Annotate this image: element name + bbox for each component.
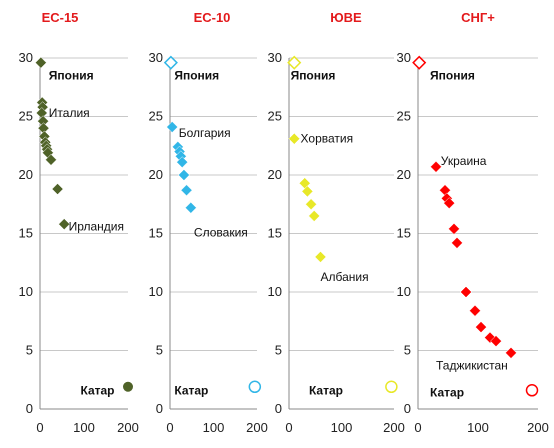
data-point [460,286,472,298]
y-tick-label: 5 [404,343,411,358]
x-tick-label: 200 [527,420,549,435]
data-point [123,381,133,392]
panel-2: ЕС-10 0 5 10 15 20 25 30 0 100 200 Япония Болгария Сл… [149,10,268,435]
x-tick-label: 200 [117,420,139,435]
y-tick-label: 20 [149,167,163,182]
x-tick-label: 100 [467,420,489,435]
data-point [308,210,321,222]
data-point [430,160,442,173]
y-tick-label: 20 [19,167,33,182]
data-point [525,384,539,397]
x-tick-label: 0 [414,420,421,435]
point-annotation: Болгария [179,126,231,140]
y-tick-label: 10 [149,284,163,299]
point-annotation: Катар [309,383,343,397]
point-annotation: Катар [80,383,114,397]
x-tick-label: 100 [331,420,353,435]
data-point [180,184,193,197]
y-tick-label: 5 [275,343,282,358]
point-annotation: Украина [441,154,487,168]
data-point [166,121,179,133]
y-tick-label: 0 [275,401,282,416]
panel-1: ЕС-15 0 5 10 15 20 25 30 0 100 200 Япония Италия Ирла… [19,10,139,435]
data-point [185,201,197,214]
y-tick-label: 5 [26,343,33,358]
data-point [51,183,64,195]
y-tick-label: 30 [149,50,163,65]
y-tick-label: 5 [156,343,163,358]
y-tick-label: 25 [149,109,163,124]
point-annotation: Япония [430,69,475,83]
data-point [448,222,460,235]
data-point [287,55,302,70]
y-tick-label: 15 [19,226,33,241]
x-tick-label: 0 [285,420,292,435]
data-point [490,335,502,347]
y-tick-label: 30 [19,50,33,65]
point-annotation: Катар [430,386,464,400]
y-tick-label: 20 [397,167,411,182]
y-tick-label: 30 [268,50,282,65]
data-point [35,56,47,69]
y-tick-label: 25 [268,109,282,124]
y-tick-label: 0 [404,401,411,416]
panel-4: СНГ+ 0 5 10 15 20 25 30 0 100 200 Япония Украина Тадж… [397,10,549,435]
point-annotation: Япония [174,69,219,83]
y-tick-label: 30 [397,50,411,65]
panel-title: ЕС-10 [194,10,231,25]
y-tick-label: 25 [397,109,411,124]
y-tick-label: 15 [397,226,411,241]
data-point [385,380,398,394]
point-annotation: Словакия [194,225,248,239]
data-point [288,132,301,145]
panel-3: ЮВЕ 0 5 10 15 20 25 30 0 100 200 Япония Хорватия Алба… [268,10,405,435]
panel-title: СНГ+ [461,10,495,25]
point-annotation: Япония [49,69,94,83]
data-point [505,346,517,359]
y-tick-label: 10 [268,284,282,299]
data-point [314,251,327,263]
x-tick-label: 200 [383,420,405,435]
data-point [443,197,456,209]
x-tick-label: 200 [246,420,268,435]
point-annotation: Ирландия [69,219,124,233]
data-point [475,321,487,333]
panel-title: ЕС-15 [42,10,79,25]
y-tick-label: 25 [19,109,33,124]
y-tick-label: 10 [397,284,411,299]
y-tick-label: 0 [156,401,163,416]
data-point [58,218,71,230]
x-tick-label: 100 [73,420,95,435]
point-annotation: Албания [321,270,369,284]
data-point [163,55,178,70]
data-point [469,304,481,317]
y-tick-label: 15 [268,226,282,241]
y-tick-label: 15 [149,226,163,241]
data-point [439,184,451,197]
point-annotation: Таджикистан [436,359,508,373]
point-annotation: Катар [174,383,208,397]
x-tick-label: 100 [203,420,225,435]
y-tick-label: 20 [268,167,282,182]
data-point [248,380,262,394]
point-annotation: Хорватия [301,132,354,146]
data-point [412,55,427,70]
point-annotation: Италия [49,106,90,120]
data-point [45,153,57,166]
y-tick-label: 10 [19,284,33,299]
y-tick-label: 0 [26,401,33,416]
point-annotation: Япония [291,69,336,83]
data-point [301,185,314,198]
panel-title: ЮВЕ [330,10,362,25]
data-point [176,156,189,168]
x-tick-label: 0 [166,420,173,435]
data-point [305,198,317,211]
data-point [178,169,190,181]
x-tick-label: 0 [36,420,43,435]
data-point [451,237,463,249]
